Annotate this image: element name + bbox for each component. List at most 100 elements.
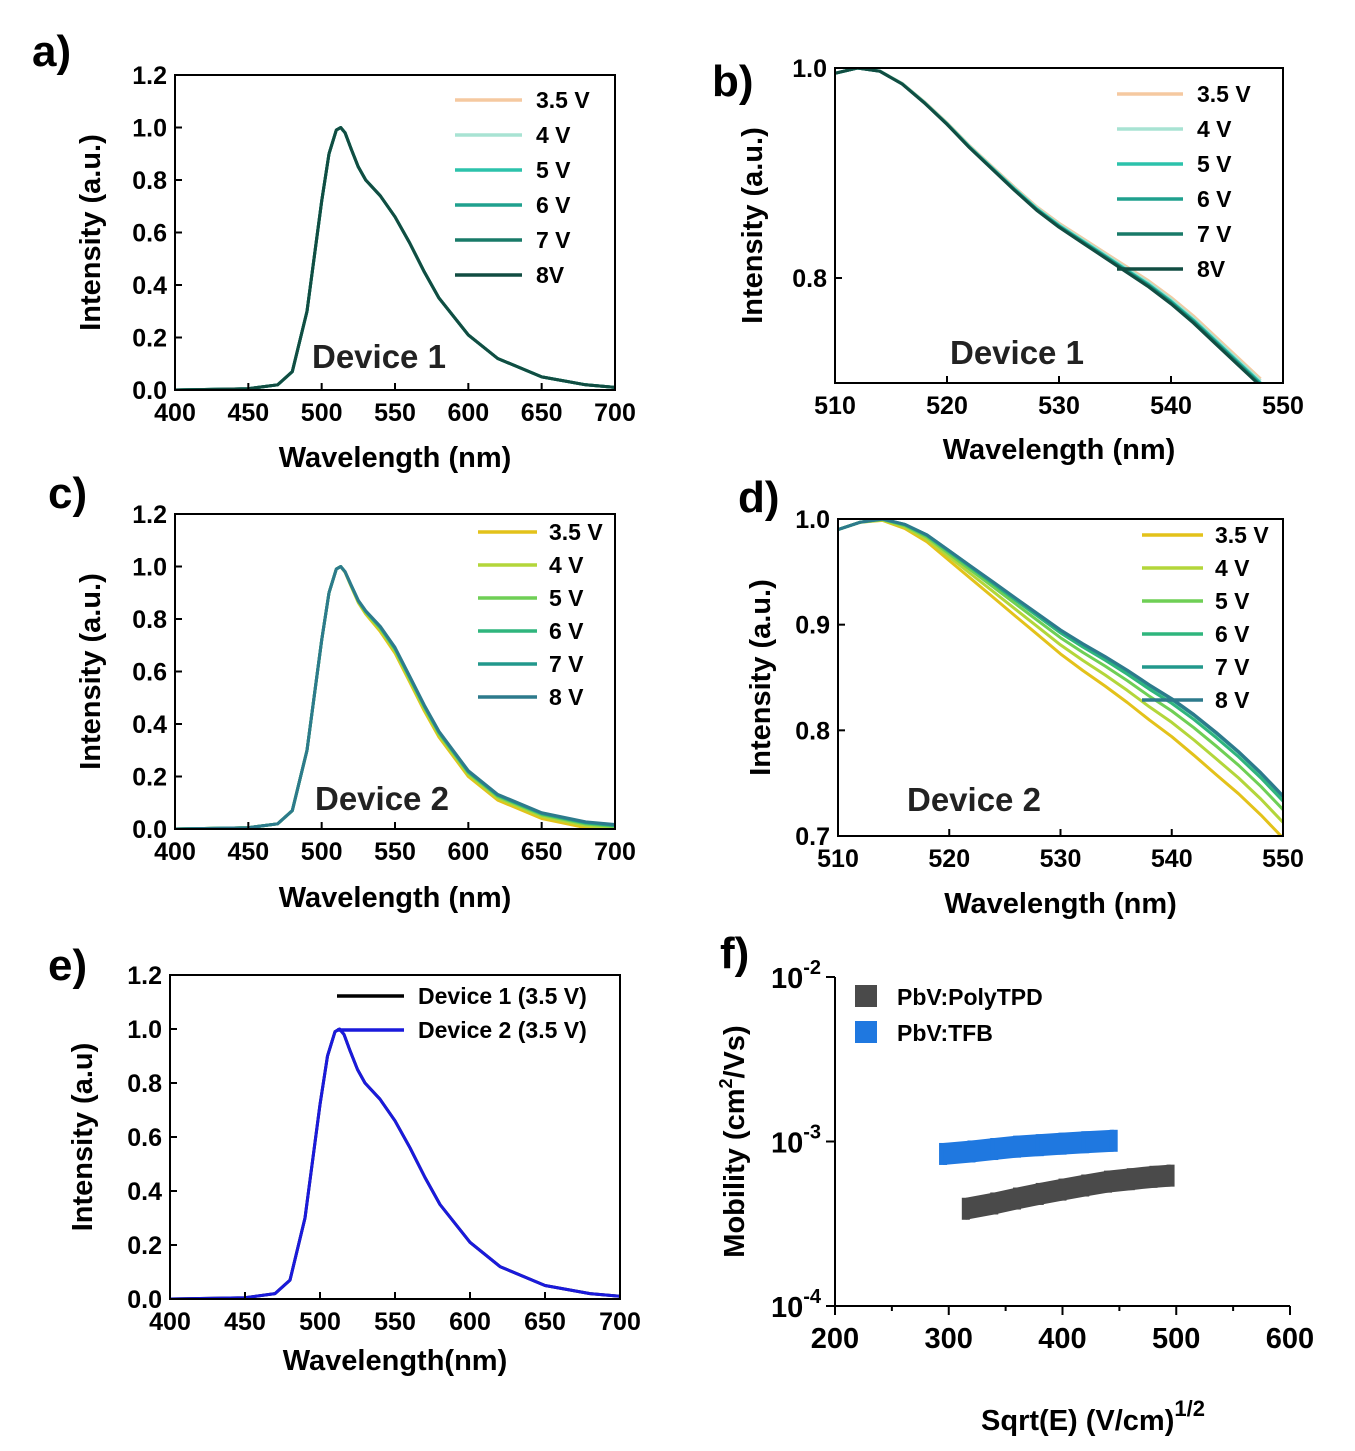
y-tick-label: 10-4	[771, 1286, 822, 1324]
data-band-segment	[1062, 1174, 1086, 1201]
x-tick-label: 500	[1152, 1323, 1200, 1355]
x-axis-title: Sqrt(E) (V/cm)1/2	[981, 1396, 1205, 1437]
y-tick-label: 0.8	[127, 1070, 162, 1098]
data-band-segment	[1085, 1170, 1108, 1197]
panel-label: c)	[48, 469, 87, 518]
x-tick-label: 700	[594, 399, 636, 427]
legend: 3.5 V 4 V 5 V 6 V 7 V 8V	[1117, 81, 1251, 282]
y-tick-label: 0.2	[132, 325, 167, 353]
legend-swatch	[855, 1021, 877, 1043]
data-point	[1166, 1164, 1175, 1187]
legend-label: 4 V	[536, 122, 571, 148]
series-line-8v	[175, 126, 615, 390]
legend-label: 8 V	[1215, 687, 1250, 713]
x-tick-label: 400	[1038, 1323, 1086, 1355]
x-axis-title: Wavelength(nm)	[283, 1345, 507, 1377]
panel-label: d)	[738, 473, 780, 522]
legend-label: 8V	[1197, 256, 1226, 282]
y-tick-label: 0.7	[795, 823, 830, 851]
x-tick-label: 400	[154, 399, 196, 427]
legend-label: 3.5 V	[1197, 81, 1251, 107]
legend-label: 4 V	[1215, 555, 1250, 581]
y-tick-label: 0.8	[132, 167, 167, 195]
legend-label: PbV:PolyTPD	[897, 984, 1043, 1010]
x-tick-label: 450	[224, 1308, 266, 1336]
x-tick-label: 600	[449, 1308, 491, 1336]
legend-label: 4 V	[1197, 116, 1232, 142]
y-tick-label: 0.0	[127, 1286, 162, 1314]
x-tick-label: 700	[594, 838, 636, 866]
y-tick-label: 0.2	[127, 1232, 162, 1260]
data-band-segment	[943, 1140, 972, 1165]
x-tick-label: 600	[1266, 1323, 1314, 1355]
legend: 3.5 V 4 V 5 V 6 V 7 V 8 V	[1142, 522, 1269, 713]
legend-label: 5 V	[1197, 151, 1232, 177]
legend-label: 5 V	[536, 157, 571, 183]
series-lines	[835, 68, 1262, 383]
series-line-device-1-3-5-v-	[170, 1027, 620, 1299]
x-tick-label: 600	[447, 838, 489, 866]
series-lines	[838, 519, 1283, 836]
x-tick-label: 500	[301, 838, 343, 866]
legend-label: 7 V	[536, 227, 571, 253]
data-band-segment	[994, 1135, 1017, 1161]
legend-label: 5 V	[549, 585, 584, 611]
y-axis-title: Mobility (cm2/Vs)	[716, 1025, 751, 1257]
x-tick-label: 300	[925, 1323, 973, 1355]
x-tick-label: 600	[447, 399, 489, 427]
x-axis-title: Wavelength (nm)	[943, 434, 1176, 466]
chart-panel-e: 400 450 500 550 600 650 700 0.0 0.2 0.4 0.6 0.8 1.0 1…	[48, 941, 641, 1377]
panel-label: f)	[720, 929, 749, 978]
legend-label: 3.5 V	[549, 519, 603, 545]
y-tick-label: 0.4	[132, 711, 167, 739]
legend-label: Device 2 (3.5 V)	[418, 1017, 587, 1043]
legend-label: 3.5 V	[536, 87, 590, 113]
chart-panel-c: 400 450 500 550 600 650 700 0.0 0.2 0.4 0.6 0.8 1.0 1…	[48, 469, 636, 914]
data-band-segment	[1017, 1182, 1040, 1210]
y-tick-label: 1.0	[127, 1016, 162, 1044]
y-tick-label: 0.6	[132, 220, 167, 248]
x-tick-label: 540	[1150, 392, 1192, 420]
legend-label: 6 V	[1197, 186, 1232, 212]
x-tick-label: 650	[521, 838, 563, 866]
y-axis-title: Intensity (a.u.)	[75, 134, 107, 331]
panel-label: e)	[48, 941, 87, 990]
data-band-segment	[965, 1192, 995, 1220]
legend-label: 6 V	[549, 618, 584, 644]
chart-panel-d: 510 520 530 540 550 0.7 0.8 0.9 1.0 Wavelength (n…	[738, 473, 1304, 920]
data-band-segment	[1085, 1129, 1114, 1154]
x-tick-label: 700	[599, 1308, 641, 1336]
series-line-3-5-v	[838, 519, 1283, 836]
legend-label: 4 V	[549, 552, 584, 578]
legend-label: 7 V	[1197, 221, 1232, 247]
legend-label: 8 V	[549, 684, 584, 710]
x-tick-label: 400	[154, 838, 196, 866]
legend-label: Device 1 (3.5 V)	[418, 983, 587, 1009]
legend: 3.5 V 4 V 5 V 6 V 7 V 8V	[455, 87, 590, 288]
data-band-segment	[1062, 1131, 1086, 1155]
y-axis-title: Intensity (a.u.)	[737, 127, 769, 324]
y-tick-label: 10-2	[771, 957, 821, 995]
y-tick-label: 0.6	[132, 659, 167, 687]
y-tick-label: 0.4	[127, 1178, 162, 1206]
device-annotation: Device 2	[315, 780, 449, 817]
series-pbv-tfb	[939, 1129, 1118, 1165]
y-tick-label: 10-3	[771, 1122, 821, 1160]
series-pbv-polytpd	[961, 1164, 1175, 1220]
data-point	[1109, 1129, 1118, 1152]
x-tick-label: 550	[374, 1308, 416, 1336]
x-tick-label: 530	[1038, 392, 1080, 420]
x-tick-label: 650	[524, 1308, 566, 1336]
x-tick-label: 650	[521, 399, 563, 427]
y-tick-label: 1.2	[127, 962, 162, 990]
y-tick-label: 1.0	[792, 55, 827, 83]
legend: PbV:PolyTPD PbV:TFB	[855, 984, 1043, 1046]
y-tick-label: 0.0	[132, 377, 167, 405]
data-band-segment	[1017, 1134, 1040, 1158]
x-tick-label: 520	[928, 845, 970, 873]
y-tick-label: 0.8	[795, 717, 830, 745]
legend-label: 7 V	[1215, 654, 1250, 680]
x-tick-label: 510	[817, 845, 859, 873]
x-axis-title: Wavelength (nm)	[944, 888, 1177, 920]
